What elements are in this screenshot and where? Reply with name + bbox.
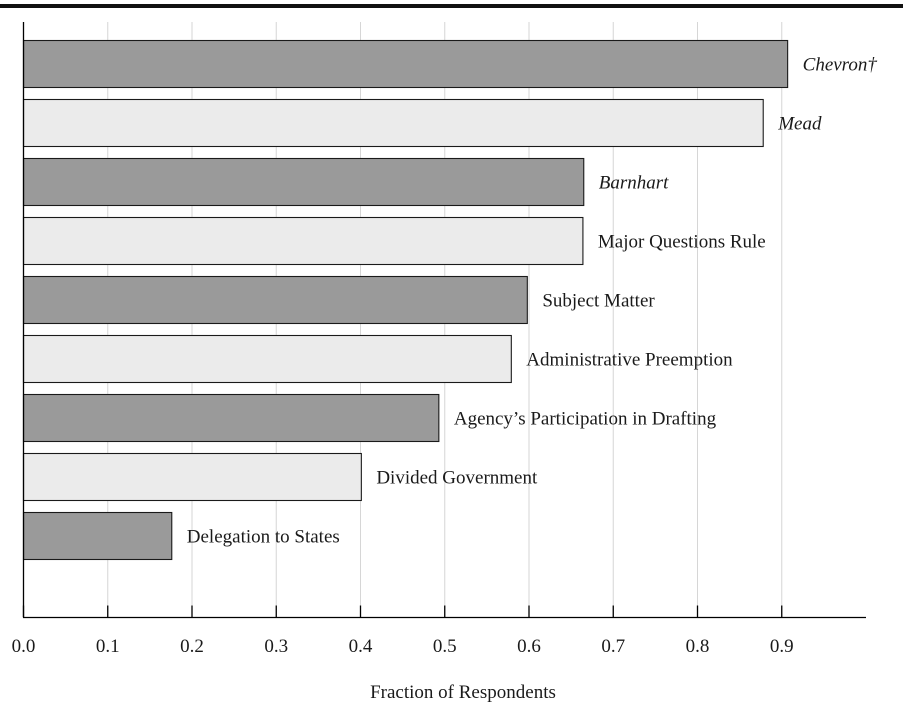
x-axis-title: Fraction of Respondents: [370, 682, 556, 703]
bar-label-3: Major Questions Rule: [598, 232, 766, 253]
bar-2: [22, 157, 585, 207]
x-tick-label-2: 0.2: [180, 636, 204, 657]
bar-label-1: Mead: [777, 114, 822, 135]
bar-label-4: Subject Matter: [542, 291, 655, 312]
x-tick-label-4: 0.4: [349, 636, 373, 657]
bar-4: [22, 275, 528, 325]
bar-label-2: Barnhart: [599, 173, 669, 194]
bar-0: [22, 39, 789, 89]
x-tick-label-7: 0.7: [601, 636, 625, 657]
bars: [22, 39, 789, 561]
x-tick-label-9: 0.9: [770, 636, 794, 657]
bar-3: [22, 216, 584, 266]
bar-6: [22, 393, 440, 443]
bar-label-0: Chevron†: [803, 55, 878, 76]
x-tick-label-8: 0.8: [686, 636, 710, 657]
bar-label-8: Delegation to States: [187, 527, 340, 548]
x-tick-label-6: 0.6: [517, 636, 541, 657]
x-tick-label-5: 0.5: [433, 636, 457, 657]
x-axis-ticks: 0.0 0.1 0.2 0.3 0.4 0.5 0.6 0.7 0.8 0.9: [12, 605, 794, 657]
bar-label-7: Divided Government: [376, 468, 538, 489]
bar-1: [22, 98, 764, 148]
bar-labels: Chevron† Mead Barnhart Major Questions Rule…: [187, 55, 878, 548]
bar-label-6: Agency’s Participation in Drafting: [454, 409, 717, 430]
x-tick-label-0: 0.0: [12, 636, 36, 657]
bar-5: [22, 334, 512, 384]
bar-8: [22, 511, 173, 561]
x-tick-label-3: 0.3: [264, 636, 288, 657]
bar-7: [22, 452, 362, 502]
top-rule: [0, 4, 903, 8]
bar-label-5: Administrative Preemption: [526, 350, 733, 371]
x-tick-label-1: 0.1: [96, 636, 120, 657]
